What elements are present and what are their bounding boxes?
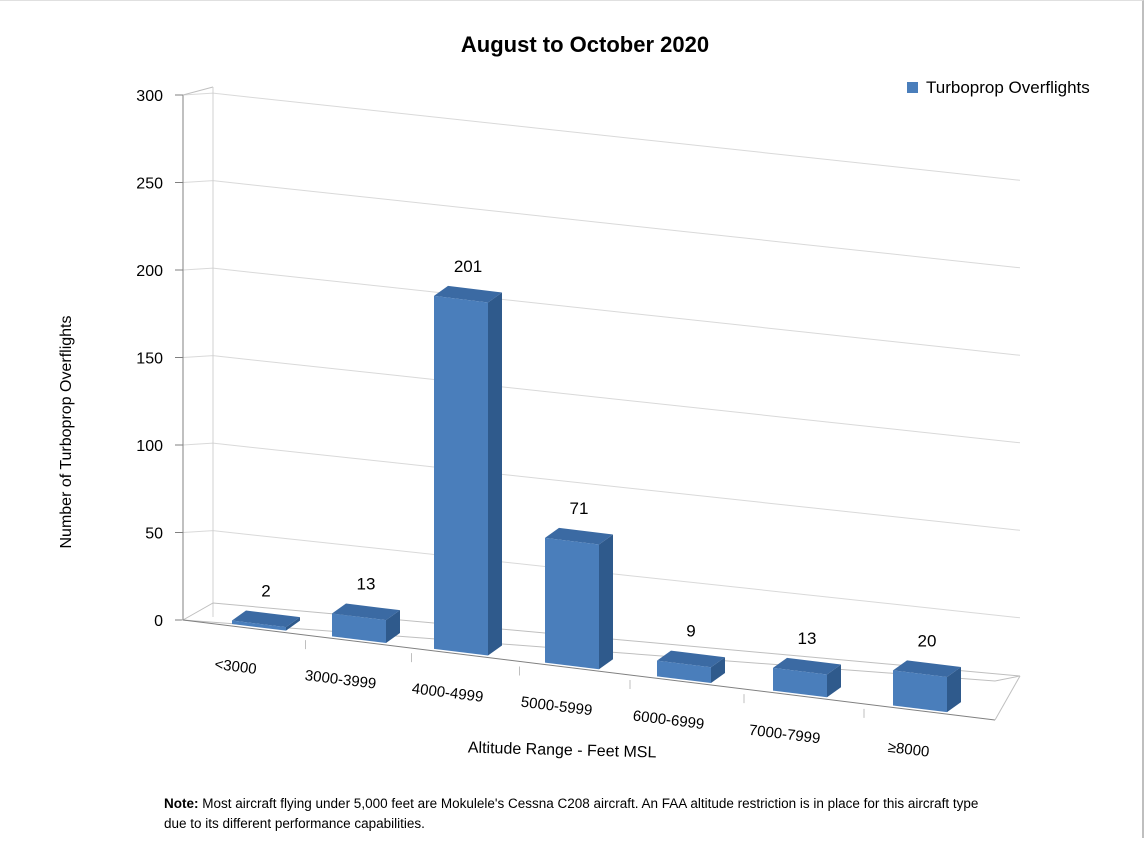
x-tick-label: ≥8000	[887, 739, 930, 761]
data-label: 71	[570, 499, 589, 518]
bar	[232, 620, 286, 631]
bar-top	[893, 660, 961, 677]
floor-right-edge	[994, 675, 1021, 721]
bar	[434, 295, 488, 656]
bar	[657, 660, 711, 684]
bar-side	[599, 534, 613, 670]
gridline	[182, 355, 1021, 444]
bars	[232, 285, 961, 713]
y-tick-label: 150	[136, 351, 163, 368]
bar-chart: 0 50 100 150 200 250 300 <3000 3000-3999 4000-49…	[58, 32, 1090, 762]
bar-top	[332, 603, 400, 621]
legend: Turboprop Overflights	[907, 78, 1090, 97]
bar	[773, 667, 827, 698]
y-tick-label: 250	[136, 176, 163, 193]
x-tick-label: 7000-7999	[748, 722, 821, 748]
x-tick-label: 6000-6999	[632, 707, 705, 733]
bar	[893, 670, 947, 713]
y-tick-label: 200	[136, 263, 163, 280]
y-axis-title: Number of Turboprop Overflights	[58, 316, 75, 549]
data-label: 13	[357, 575, 376, 594]
gridline	[182, 442, 1021, 531]
bar-top	[232, 610, 300, 628]
bar-side	[711, 657, 725, 684]
bar-side	[386, 610, 400, 643]
data-label: 2	[261, 582, 270, 601]
x-axis-title: Altitude Range - Feet MSL	[468, 740, 657, 762]
side-wall-top	[182, 86, 214, 96]
bar-top	[434, 285, 502, 303]
bar	[545, 537, 599, 670]
bar-side	[286, 617, 300, 631]
x-tick-label: 3000-3999	[304, 667, 377, 693]
legend-label: Turboprop Overflights	[926, 78, 1090, 97]
y-tick-label: 50	[145, 526, 163, 543]
gridline	[182, 92, 1021, 181]
bar-side	[947, 666, 961, 713]
bar-side	[488, 292, 502, 656]
data-label: 20	[918, 631, 937, 650]
y-tick-label: 300	[136, 88, 163, 105]
data-labels: 2 13 201 71 9 13 20	[261, 257, 936, 650]
x-axis-line	[182, 619, 996, 721]
y-tick-label: 0	[154, 613, 163, 630]
data-label: 13	[798, 629, 817, 648]
chart-title: August to October 2020	[461, 32, 709, 57]
gridline	[182, 180, 1021, 269]
data-label: 9	[686, 622, 695, 641]
x-tick-label: <3000	[214, 656, 258, 678]
note-text: Most aircraft flying under 5,000 feet ar…	[164, 796, 979, 831]
legend-swatch	[907, 82, 918, 93]
bar-side	[827, 664, 841, 698]
gridline	[182, 267, 1021, 356]
y-tick-labels: 0 50 100 150 200 250 300	[136, 88, 163, 630]
x-tick-label: 5000-5999	[520, 694, 593, 720]
bar-top	[545, 527, 613, 545]
bar-top	[773, 657, 841, 675]
data-label: 201	[454, 257, 482, 276]
note-label: Note:	[164, 796, 199, 811]
bar-top	[657, 650, 725, 668]
bar	[332, 613, 386, 643]
y-tick-label: 100	[136, 438, 163, 455]
x-tick-labels: <3000 3000-3999 4000-4999 5000-5999 6000-699…	[214, 656, 931, 761]
x-tick-label: 4000-4999	[411, 680, 484, 706]
note: Note: Most aircraft flying under 5,000 f…	[164, 794, 1004, 834]
